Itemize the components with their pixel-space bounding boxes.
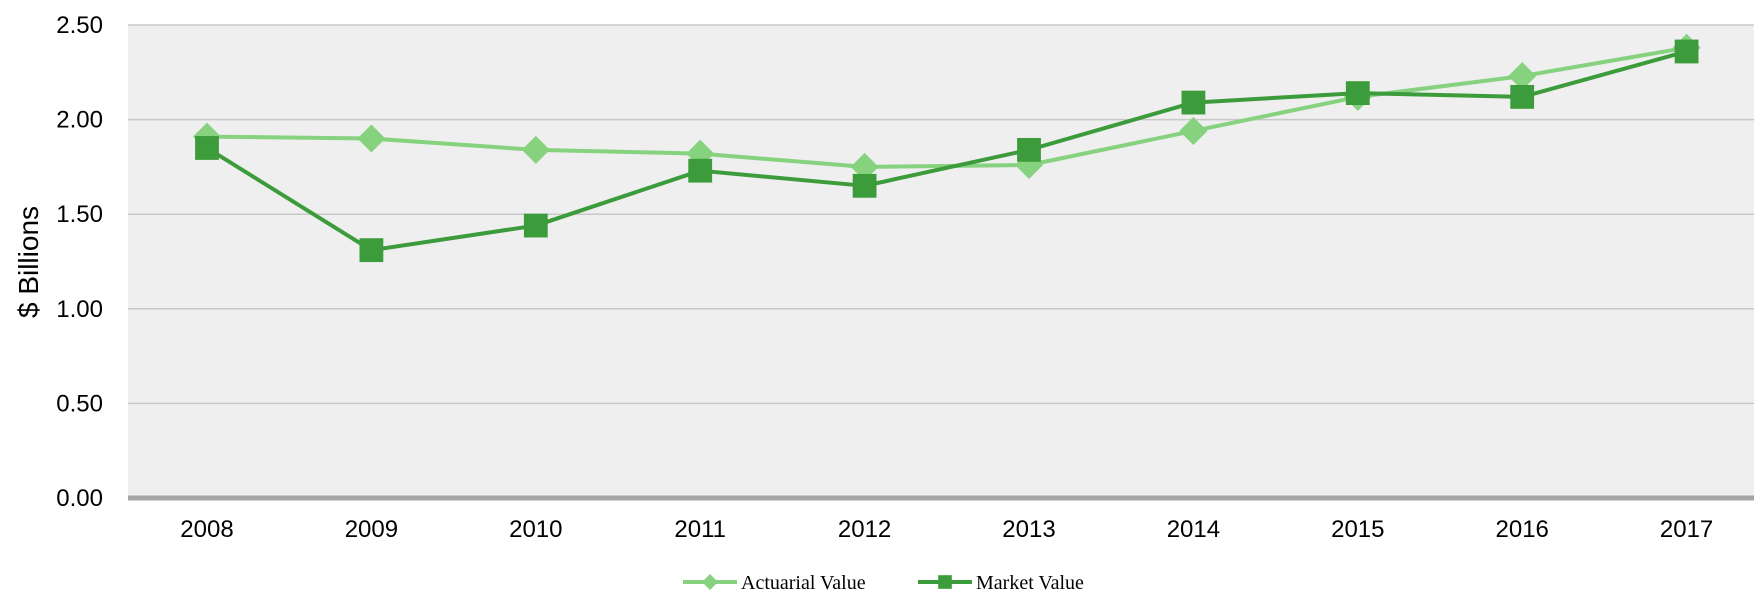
data-point-diamond xyxy=(850,152,879,181)
legend-item: Actuarial Value xyxy=(683,572,866,594)
legend: Actuarial Value Market Value xyxy=(683,572,1084,594)
x-tick-label: 2009 xyxy=(345,516,398,543)
x-tick-label: 2017 xyxy=(1660,516,1713,543)
legend-item: Market Value xyxy=(918,572,1084,594)
x-tick-label: 2015 xyxy=(1331,516,1384,543)
data-point-square xyxy=(938,575,952,589)
series-line xyxy=(205,49,1688,253)
data-point-square xyxy=(1181,90,1206,115)
data-point-square xyxy=(1017,137,1041,162)
y-tick-label: 1.50 xyxy=(56,201,103,228)
x-axis: 2008 2009 2010 2011 2012 2013 2014 2015 2016 2017 xyxy=(180,516,1713,543)
gridlines xyxy=(128,24,1754,501)
x-tick-label: 2011 xyxy=(674,516,726,543)
data-point-diamond xyxy=(702,574,718,590)
y-tick-label: 0.00 xyxy=(56,485,103,512)
y-tick-label: 2.00 xyxy=(56,107,103,134)
y-tick-label: 2.50 xyxy=(56,12,103,39)
y-axis: 0.00 0.50 1.00 1.50 2.00 2.50 xyxy=(56,12,103,512)
data-point-diamond xyxy=(1179,116,1208,145)
data-point-diamond xyxy=(521,135,550,164)
x-tick-label: 2016 xyxy=(1496,516,1549,543)
data-point-square xyxy=(359,238,384,263)
x-tick-label: 2013 xyxy=(1002,516,1055,543)
legend-label: Market Value xyxy=(976,572,1084,593)
plot-area xyxy=(128,25,1754,498)
legend-label: Actuarial Value xyxy=(741,572,866,593)
x-tick-label: 2014 xyxy=(1167,516,1220,543)
x-tick-label: 2008 xyxy=(180,516,233,543)
data-point-square xyxy=(1674,39,1699,64)
y-tick-label: 1.00 xyxy=(56,296,103,323)
series-market-value xyxy=(195,39,1699,263)
data-point-square xyxy=(1510,84,1535,109)
data-point-diamond xyxy=(1508,62,1537,91)
data-point-square xyxy=(523,213,548,238)
data-point-square xyxy=(852,173,877,198)
data-point-diamond xyxy=(357,124,386,153)
x-tick-label: 2012 xyxy=(838,516,891,543)
data-point-square xyxy=(195,136,219,160)
series xyxy=(193,33,1701,263)
y-tick-label: 0.50 xyxy=(56,390,103,417)
x-tick-label: 2010 xyxy=(509,516,562,543)
data-point-square xyxy=(688,158,713,183)
y-axis-label: $ Billions xyxy=(13,206,44,318)
data-point-square xyxy=(1345,81,1370,106)
